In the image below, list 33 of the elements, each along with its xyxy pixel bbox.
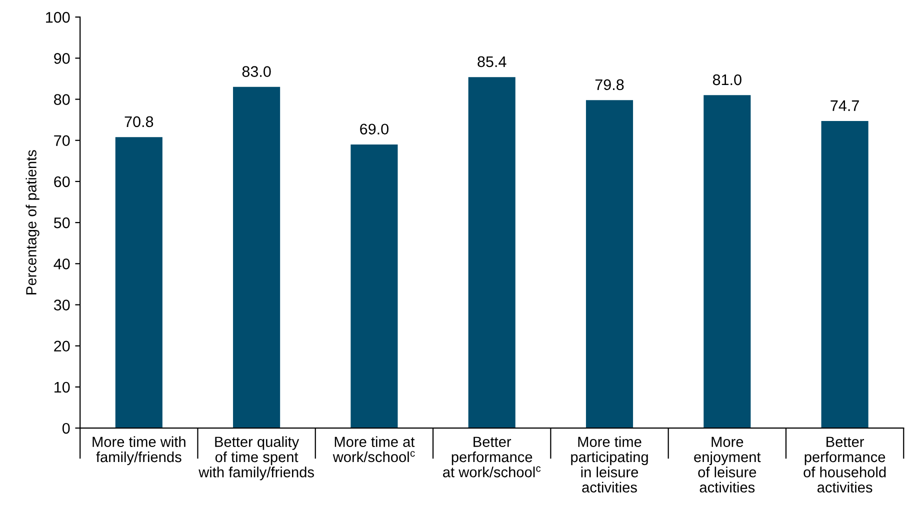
y-tick-label: 100 xyxy=(46,12,70,23)
y-tick-label: 80 xyxy=(54,94,70,105)
bar xyxy=(468,77,516,428)
y-tick-label: 40 xyxy=(54,258,70,270)
y-tick-label: 50 xyxy=(54,217,70,228)
y-tick-label: 70 xyxy=(54,135,70,146)
bar xyxy=(350,144,398,428)
data-label: 79.8 xyxy=(595,79,624,90)
bar xyxy=(115,137,162,428)
y-tick-label: 90 xyxy=(54,53,70,64)
bar xyxy=(704,95,751,428)
bar xyxy=(233,86,280,428)
data-label: 70.8 xyxy=(124,116,154,128)
data-label: 74.7 xyxy=(830,100,859,111)
y-tick-label: 20 xyxy=(54,340,70,352)
bar xyxy=(821,121,868,428)
y-tick-label: 0 xyxy=(62,422,70,434)
x-tick-label: More time with family/friends xyxy=(92,436,186,466)
y-axis-title: Percentage of patients xyxy=(26,150,40,294)
data-label: 85.4 xyxy=(478,56,506,68)
x-tick-label: Better quality of time spent with family/friends xyxy=(198,436,314,480)
x-tick-label: More enjoyment of leisure activities xyxy=(694,436,761,493)
y-tick-label: 10 xyxy=(54,382,70,393)
data-label: 83.0 xyxy=(242,66,271,77)
data-label: 69.0 xyxy=(360,124,388,135)
data-label: 81.0 xyxy=(712,74,742,86)
bar xyxy=(586,100,634,428)
x-tick-label: Better performance at work/school$^{c}$ xyxy=(443,436,541,478)
x-tick-label: More time participating in leisure activities xyxy=(571,436,648,493)
x-tick-label: Better performance of household activities xyxy=(804,436,886,493)
x-tick-label: More time at work/school$^{c}$ xyxy=(332,436,415,462)
y-tick-label: 30 xyxy=(54,300,70,310)
y-tick-label: 60 xyxy=(54,176,70,188)
